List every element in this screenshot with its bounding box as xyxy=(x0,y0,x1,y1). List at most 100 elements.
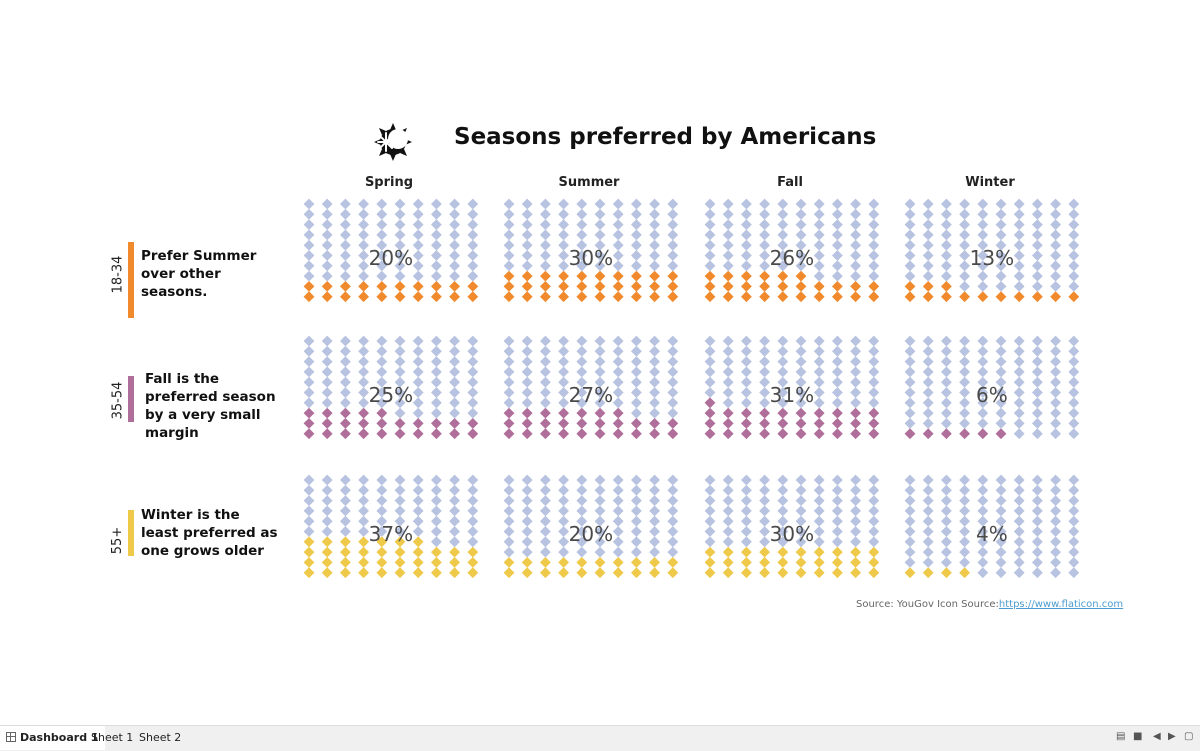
waffle-cell-empty xyxy=(340,397,351,409)
waffle-cell-empty xyxy=(412,505,424,517)
waffle-cell-filled xyxy=(795,418,807,429)
waffle-cell-empty xyxy=(358,219,369,230)
waffle-cell-empty xyxy=(1013,428,1025,440)
waffle-cell-empty xyxy=(922,387,934,398)
waffle-cell-empty xyxy=(649,229,660,241)
waffle-cell-empty xyxy=(1013,546,1025,558)
waffle-cell-empty xyxy=(340,335,351,347)
waffle-cell-empty xyxy=(358,345,369,357)
waffle-cell-empty xyxy=(722,387,734,398)
waffle-cell-empty xyxy=(358,270,369,282)
waffle-cell-empty xyxy=(412,250,424,261)
tab-dashboard-1[interactable]: Dashboard 1 xyxy=(0,726,105,750)
tab-sheet-2[interactable]: Sheet 2 xyxy=(139,731,182,744)
waffle-cell-empty xyxy=(995,557,1007,568)
waffle-cell-filled xyxy=(521,418,533,429)
waffle-cell-empty xyxy=(722,219,734,230)
waffle-cell-filled xyxy=(649,270,660,282)
waffle-cell-empty xyxy=(521,376,533,388)
waffle-cell-empty xyxy=(394,198,406,210)
waffle-cell-filled xyxy=(394,291,406,303)
waffle-cell-empty xyxy=(759,198,770,210)
waffle-cell-empty xyxy=(941,270,952,282)
waffle-cell-empty xyxy=(850,387,861,398)
waffle-cell-filled xyxy=(777,418,789,429)
waffle-cell-filled xyxy=(612,557,624,568)
waffle-cell-empty xyxy=(1050,515,1061,527)
waffle-cell-empty xyxy=(868,474,880,486)
waffle-cell-empty xyxy=(850,515,861,527)
waffle-cell-empty xyxy=(1032,198,1043,210)
waffle-cell-empty xyxy=(376,250,388,261)
waffle-cell-filled xyxy=(394,418,406,429)
grid-view-icon[interactable]: ■ xyxy=(1133,731,1143,742)
waffle-cell-empty xyxy=(467,505,479,517)
waffle-cell-empty xyxy=(959,366,970,378)
prev-sheet-icon[interactable]: ◀ xyxy=(1153,731,1161,742)
waffle-cell-empty xyxy=(649,198,660,210)
waffle-cell-empty xyxy=(649,376,660,388)
waffle-cell-empty xyxy=(321,208,333,220)
waffle-cell-empty xyxy=(1013,270,1025,282)
waffle-cell-filled xyxy=(795,281,807,292)
waffle-cell-empty xyxy=(1013,536,1025,548)
waffle-cell-empty xyxy=(558,345,569,357)
waffle-cell-filled xyxy=(503,428,515,440)
waffle-cell-empty xyxy=(594,198,606,210)
tab-sheet-1[interactable]: Sheet 1 xyxy=(91,731,134,744)
waffle-cell-empty xyxy=(376,345,388,357)
waffle-cell-empty xyxy=(449,376,460,388)
waffle-cell-empty xyxy=(741,536,752,548)
waffle-cell-empty xyxy=(358,505,369,517)
waffle-cell-empty xyxy=(503,356,515,367)
waffle-cell-empty xyxy=(977,418,989,429)
waffle-cell-empty xyxy=(832,474,843,486)
waffle-cell-empty xyxy=(722,208,734,220)
waffle-cell-empty xyxy=(358,229,369,241)
waffle-cell-empty xyxy=(704,345,716,357)
waffle-cell-filled xyxy=(759,291,770,303)
waffle-cell-filled xyxy=(777,567,789,579)
waffle-cell-filled xyxy=(340,291,351,303)
waffle-cell-empty xyxy=(959,484,970,496)
presentation-icon[interactable]: ▢ xyxy=(1184,731,1194,742)
waffle-cell-empty xyxy=(394,376,406,388)
waffle-cell-filled xyxy=(303,407,315,419)
waffle-cell-empty xyxy=(394,484,406,496)
waffle-cell-empty xyxy=(612,239,624,251)
waffle-cell-filled xyxy=(358,567,369,579)
waffle-cell-empty xyxy=(467,219,479,230)
waffle-cell-empty xyxy=(340,474,351,486)
waffle-cell-empty xyxy=(1032,407,1043,419)
next-sheet-icon[interactable]: ▶ xyxy=(1168,731,1176,742)
waffle-cell-empty xyxy=(1032,474,1043,486)
waffle-cell-empty xyxy=(303,219,315,230)
page-title: Seasons preferred by Americans xyxy=(454,124,877,150)
waffle-cell-empty xyxy=(850,474,861,486)
waffle-cell-filled xyxy=(303,281,315,292)
source-link[interactable]: https://www.flaticon.com xyxy=(998,599,1124,610)
waffle-cell-empty xyxy=(467,239,479,251)
waffle-cell-empty xyxy=(558,505,569,517)
waffle-cell-empty xyxy=(941,418,952,429)
waffle-cell-empty xyxy=(667,366,679,378)
waffle-cell-empty xyxy=(503,229,515,241)
waffle-cell-empty xyxy=(704,526,716,537)
waffle-cell-empty xyxy=(1013,260,1025,272)
waffle-cell-empty xyxy=(1013,219,1025,230)
waffle-cell-empty xyxy=(576,546,588,558)
waffle-cell-empty xyxy=(959,546,970,558)
filmstrip-icon[interactable]: ▤ xyxy=(1116,731,1126,742)
waffle-cell-empty xyxy=(631,474,642,486)
waffle-cell-empty xyxy=(759,474,770,486)
waffle-cell-filled xyxy=(941,428,952,440)
waffle-cell-filled xyxy=(1032,291,1043,303)
waffle-cell-filled xyxy=(612,407,624,419)
waffle-cell-filled xyxy=(394,567,406,579)
waffle-cell-empty xyxy=(868,270,880,282)
waffle-cell-empty xyxy=(576,250,588,261)
waffle-cell-empty xyxy=(1068,428,1080,440)
waffle-cell-empty xyxy=(412,474,424,486)
waffle-cell-filled xyxy=(558,418,569,429)
waffle-cell-empty xyxy=(503,208,515,220)
